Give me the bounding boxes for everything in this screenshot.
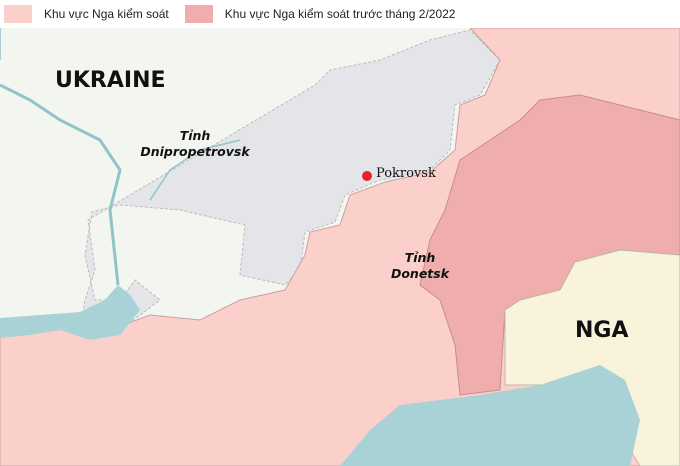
reservoir	[0, 285, 140, 340]
legend-label: Khu vực Nga kiểm soát trước tháng 2/2022	[224, 7, 456, 21]
dnipropetrovsk-label: Tỉnh Dnipropetrovsk	[140, 128, 250, 160]
province-name: Donetsk	[390, 266, 450, 281]
province-prefix: Tỉnh	[179, 128, 211, 143]
pokrovsk-label: Pokrovsk	[376, 166, 436, 181]
sea-of-azov	[340, 365, 640, 466]
dnipro-river	[0, 83, 122, 286]
province-prefix: Tỉnh	[404, 250, 436, 265]
legend-item: Khu vực Nga kiểm soát	[0, 5, 169, 23]
legend: Khu vực Nga kiểm soát Khu vực Nga kiểm s…	[0, 0, 680, 28]
legend-label: Khu vực Nga kiểm soát	[44, 7, 169, 21]
ukraine-label: UKRAINE	[55, 68, 166, 93]
donetsk-label: Tỉnh Donetsk	[380, 250, 460, 282]
legend-item: Khu vực Nga kiểm soát trước tháng 2/2022	[181, 5, 456, 23]
river	[0, 20, 241, 201]
province-name: Dnipropetrovsk	[140, 144, 250, 159]
legend-swatch	[184, 5, 213, 23]
pokrovsk-marker[interactable]	[362, 171, 372, 181]
russia-label: NGA	[575, 318, 629, 343]
legend-swatch	[4, 5, 32, 23]
